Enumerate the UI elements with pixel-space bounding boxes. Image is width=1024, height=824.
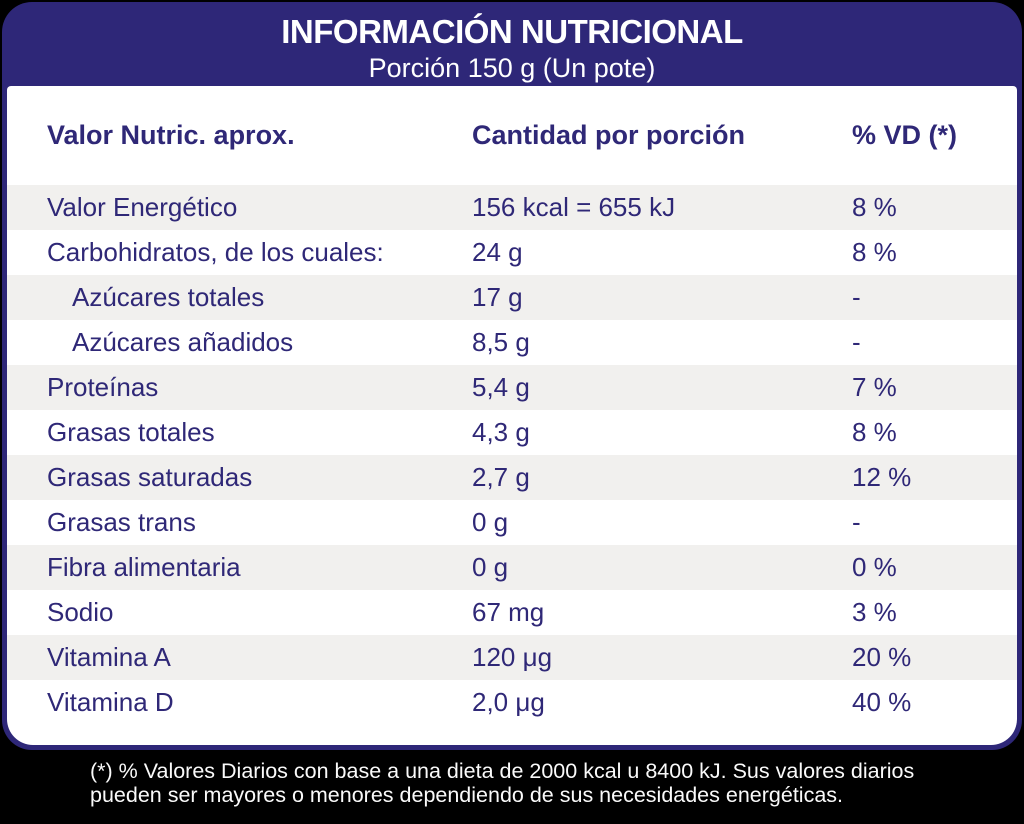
row-daily-value: 12 % bbox=[852, 462, 912, 492]
row-nutrient-name: Carbohidratos, de los cuales: bbox=[47, 237, 384, 267]
row-amount: 5,4 g bbox=[472, 372, 530, 402]
row-amount: 24 g bbox=[472, 237, 523, 267]
table-row: Carbohidratos, de los cuales: 24 g 8 % bbox=[7, 230, 1017, 275]
column-header-amount: Cantidad por porción bbox=[472, 119, 745, 150]
row-nutrient-name: Grasas trans bbox=[47, 507, 196, 537]
row-nutrient-name: Proteínas bbox=[47, 372, 159, 402]
daily-values-footnote: (*) % Valores Diarios con base a una die… bbox=[90, 759, 970, 807]
card-header: INFORMACIÓN NUTRICIONAL Porción 150 g (U… bbox=[2, 2, 1022, 86]
column-header-nutrient: Valor Nutric. aprox. bbox=[47, 119, 295, 150]
table-row: Grasas saturadas 2,7 g 12 % bbox=[7, 455, 1017, 500]
row-daily-value: - bbox=[852, 327, 861, 357]
row-nutrient-name: Vitamina A bbox=[47, 642, 171, 672]
table-row: Azúcares totales 17 g - bbox=[7, 275, 1017, 320]
label-title: INFORMACIÓN NUTRICIONAL bbox=[281, 13, 743, 50]
nutrition-card: INFORMACIÓN NUTRICIONAL Porción 150 g (U… bbox=[2, 2, 1022, 750]
row-amount: 156 kcal = 655 kJ bbox=[472, 192, 676, 222]
row-daily-value: 8 % bbox=[852, 237, 897, 267]
row-nutrient-name: Valor Energético bbox=[47, 192, 238, 222]
row-daily-value: 8 % bbox=[852, 417, 897, 447]
table-row: Proteínas 5,4 g 7 % bbox=[7, 365, 1017, 410]
table-row: Vitamina A 120 μg 20 % bbox=[7, 635, 1017, 680]
table-row: Grasas trans 0 g - bbox=[7, 500, 1017, 545]
row-nutrient-name: Sodio bbox=[47, 597, 114, 627]
row-amount: 4,3 g bbox=[472, 417, 530, 447]
row-nutrient-name: Azúcares totales bbox=[72, 282, 265, 312]
footnote-line-2: pueden ser mayores o menores dependiendo… bbox=[90, 782, 843, 807]
row-daily-value: 20 % bbox=[852, 642, 912, 672]
row-amount: 8,5 g bbox=[472, 327, 530, 357]
serving-size: Porción 150 g (Un pote) bbox=[368, 52, 656, 83]
row-daily-value: 7 % bbox=[852, 372, 897, 402]
nutrition-table-panel: Valor Nutric. aprox. Cantidad por porció… bbox=[7, 86, 1017, 745]
row-amount: 67 mg bbox=[472, 597, 545, 627]
row-nutrient-name: Grasas saturadas bbox=[47, 462, 253, 492]
row-amount: 17 g bbox=[472, 282, 523, 312]
table-header-row: Valor Nutric. aprox. Cantidad por porció… bbox=[7, 112, 1017, 158]
column-header-daily-value: % VD (*) bbox=[852, 119, 958, 150]
row-nutrient-name: Grasas totales bbox=[47, 417, 215, 447]
row-daily-value: 40 % bbox=[852, 687, 912, 717]
row-amount: 0 g bbox=[472, 507, 509, 537]
row-amount: 0 g bbox=[472, 552, 509, 582]
table-row: Azúcares añadidos 8,5 g - bbox=[7, 320, 1017, 365]
row-daily-value: 8 % bbox=[852, 192, 897, 222]
row-amount: 2,7 g bbox=[472, 462, 530, 492]
table-body: Valor Energético 156 kcal = 655 kJ 8 % Carb… bbox=[7, 185, 1017, 725]
row-daily-value: 3 % bbox=[852, 597, 897, 627]
row-amount: 120 μg bbox=[472, 642, 553, 672]
row-nutrient-name: Fibra alimentaria bbox=[47, 552, 241, 582]
table-row: Vitamina D 2,0 μg 40 % bbox=[7, 680, 1017, 725]
row-amount: 2,0 μg bbox=[472, 687, 545, 717]
table-row: Fibra alimentaria 0 g 0 % bbox=[7, 545, 1017, 590]
row-daily-value: - bbox=[852, 282, 861, 312]
row-nutrient-name: Vitamina D bbox=[47, 687, 174, 717]
row-daily-value: - bbox=[852, 507, 861, 537]
row-nutrient-name: Azúcares añadidos bbox=[72, 327, 294, 357]
table-row: Grasas totales 4,3 g 8 % bbox=[7, 410, 1017, 455]
table-row: Sodio 67 mg 3 % bbox=[7, 590, 1017, 635]
table-row: Valor Energético 156 kcal = 655 kJ 8 % bbox=[7, 185, 1017, 230]
row-daily-value: 0 % bbox=[852, 552, 897, 582]
footnote-line-1: (*) % Valores Diarios con base a una die… bbox=[90, 759, 915, 783]
